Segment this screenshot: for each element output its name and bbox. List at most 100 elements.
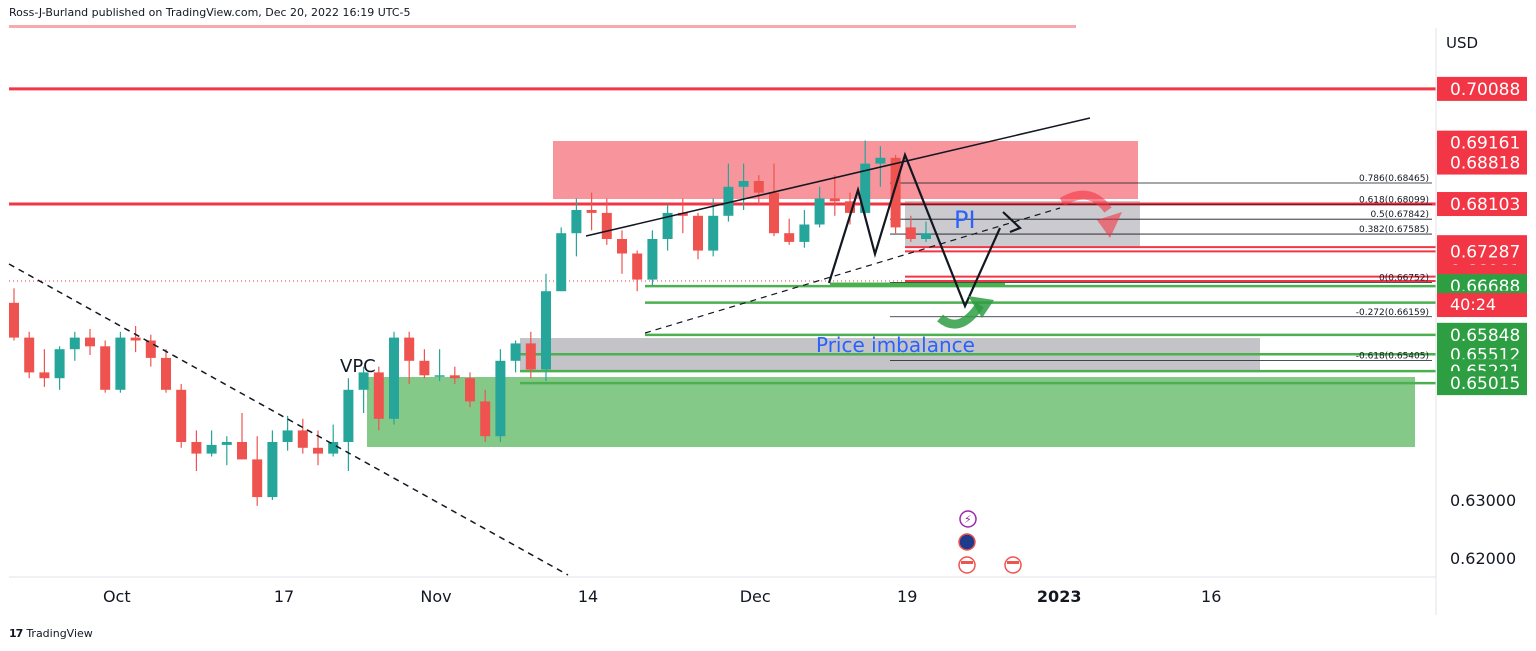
candle-body (510, 343, 521, 361)
candle-body (115, 337, 126, 390)
fib-label: 0.382(0.67585) (1359, 225, 1429, 235)
candle-body (221, 442, 232, 445)
time-axis-label: Nov (420, 587, 451, 606)
candle-body (373, 372, 384, 419)
price-tag-red (1437, 76, 1527, 101)
candle-body (617, 239, 627, 254)
fib-label: 0.5(0.67842) (1370, 210, 1429, 220)
price-axis-tick: 0.63000 (1450, 491, 1516, 510)
fib-label: 0.786(0.68465) (1359, 174, 1429, 184)
price-tag-text: 0.69161 (1450, 134, 1520, 154)
us-flag-stripe-icon (961, 561, 973, 564)
rising-wedge-top (585, 117, 1091, 237)
candle-body (282, 430, 293, 442)
candle-body (9, 302, 19, 338)
price-tag-red (1437, 192, 1527, 217)
candle-body (328, 442, 339, 454)
time-axis[interactable]: Oct 17 Nov 14 Dec 19 2023 16 (103, 587, 1221, 606)
lightning-event-icon[interactable] (959, 510, 977, 528)
red-arrowhead-icon (1097, 212, 1122, 238)
candle-body (784, 233, 795, 242)
price-tag-text: 0.65848 (1450, 326, 1520, 346)
candle-body (860, 163, 871, 213)
candle-body (738, 181, 749, 187)
tradingview-footer[interactable]: 17 TradingView (9, 627, 93, 640)
candle-body (54, 349, 65, 379)
us-flag-event-icon-2[interactable] (1004, 556, 1022, 574)
candle-body (449, 375, 460, 379)
price-tag-text: 0.65015 (1450, 374, 1520, 394)
event-icons[interactable]: ⚡ (958, 510, 1022, 574)
candles (9, 140, 931, 506)
time-axis-label: Dec (740, 587, 771, 606)
candle-body (677, 212, 688, 216)
price-tag-red (1437, 150, 1527, 175)
candle-body (632, 253, 643, 280)
candle-body (525, 343, 536, 370)
tradingview-logo-icon: 17 (9, 627, 23, 640)
candle-body (85, 337, 95, 347)
supply-zone (553, 141, 1138, 199)
price-axis-tick: 0.62000 (1450, 549, 1516, 568)
price-axis[interactable]: 0.700880.691610.688180.681030.673590.672… (1437, 76, 1527, 568)
candle-body (313, 447, 323, 454)
fib-label: 0(0.66752) (1379, 273, 1429, 283)
candle-body (130, 337, 141, 341)
candle-body (297, 430, 308, 448)
candle-body (24, 337, 35, 373)
candle-body (890, 157, 901, 228)
tradingview-brand: TradingView (26, 627, 93, 640)
candle-body (358, 372, 369, 390)
level-lines (9, 87, 1436, 385)
candle-body (601, 212, 612, 239)
candle-body (434, 375, 445, 377)
currency-label: USD (1446, 34, 1478, 52)
descending-trendline (8, 263, 569, 576)
candle-body (845, 201, 855, 213)
time-axis-label: 14 (578, 587, 598, 606)
candle-body (465, 378, 475, 402)
au-flag-event-icon[interactable] (958, 533, 976, 551)
candle-body (267, 442, 278, 498)
candle-body (586, 210, 597, 213)
lightning-glyph-icon: ⚡ (964, 513, 972, 526)
us-flag-stripe-icon-2 (1007, 561, 1019, 564)
candle-body (814, 198, 825, 225)
pi-label: PI (954, 206, 976, 234)
candle-body (921, 233, 931, 239)
path-arrowhead-icon (1002, 211, 1023, 234)
fib-label: -0.272(0.66159) (1356, 308, 1429, 318)
countdown-text: 40:24 (1450, 295, 1496, 314)
price-tag-text: 0.67287 (1450, 242, 1520, 262)
red-curved-arrow-icon (1059, 190, 1112, 213)
candle-body (191, 442, 202, 454)
time-axis-label: 16 (1201, 587, 1221, 606)
candle-body (905, 227, 916, 239)
candle-body (480, 401, 491, 437)
time-axis-label: 19 (897, 587, 917, 606)
candle-body (647, 239, 658, 280)
candle-body (769, 192, 779, 234)
candle-body (723, 186, 734, 216)
candle-body (708, 215, 719, 251)
time-axis-label: 17 (274, 587, 294, 606)
time-axis-label: 2023 (1037, 587, 1082, 606)
time-axis-label: Oct (103, 587, 131, 606)
green-curved-arrow-icon (937, 302, 984, 329)
candle-body (161, 357, 171, 390)
candle-body (343, 389, 354, 442)
candle-body (799, 224, 810, 242)
green-arrowhead-icon (968, 296, 994, 318)
us-flag-event-icon[interactable] (958, 556, 976, 574)
fib-levels: 0.786(0.68465) 0.618(0.68099) 0.5(0.67842)… (890, 174, 1432, 362)
price-tag-text: 0.68103 (1450, 195, 1520, 215)
price-tag-text: 0.68818 (1450, 154, 1520, 174)
candle-body (404, 337, 415, 361)
candle-body (541, 291, 551, 370)
projected-price-path (827, 151, 1002, 309)
price-tag-green (1437, 371, 1527, 396)
candle-body (662, 212, 673, 239)
countdown-tag (1437, 293, 1527, 318)
vpc-label: VPC (340, 356, 376, 377)
